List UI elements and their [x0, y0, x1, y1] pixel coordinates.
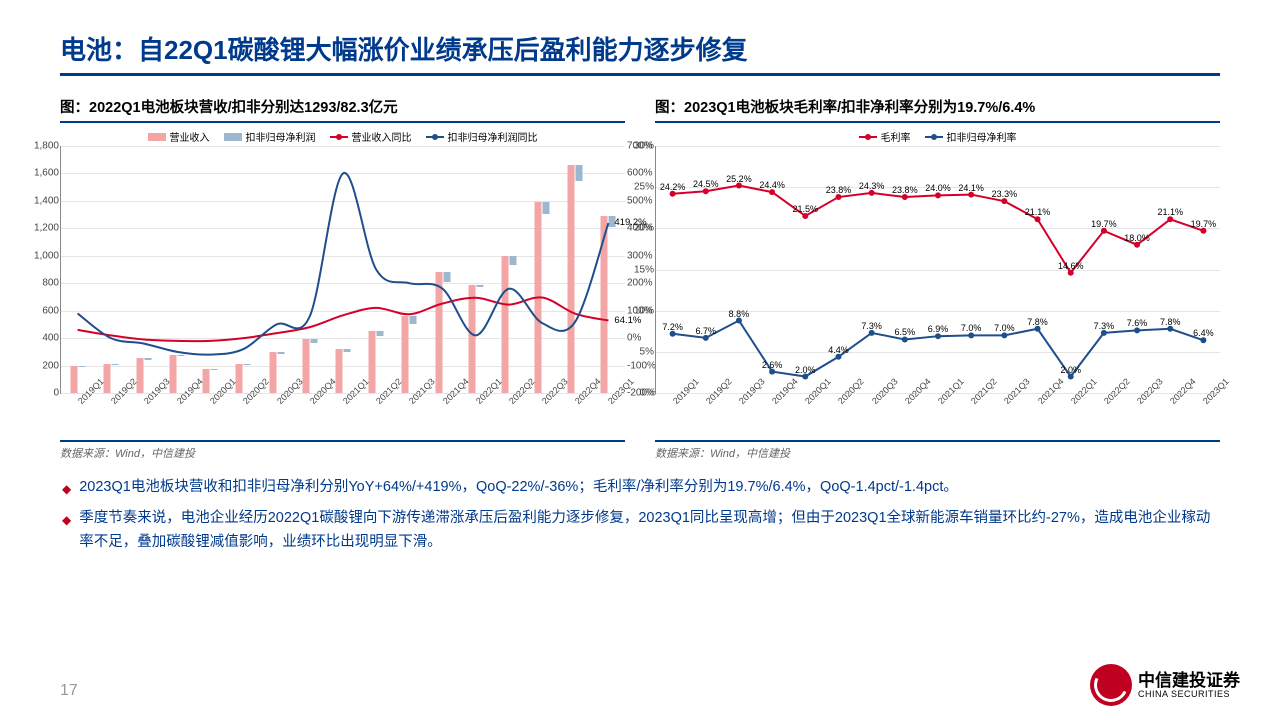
- left-chart-block: 图：2022Q1电池板块营收/扣非分别达1293/82.3亿元 营业收入扣非归母…: [60, 96, 625, 461]
- brand-logo: 中信建投证券 CHINA SECURITIES: [1090, 664, 1240, 706]
- bullets: ◆ 2023Q1电池板块营收和扣非归母净利分别YoY+64%/+419%，QoQ-…: [60, 475, 1220, 555]
- left-chart-canvas: 02004006008001,0001,2001,4001,6001,800-2…: [60, 146, 625, 394]
- page-number: 17: [60, 682, 78, 700]
- bullet-marker-icon: ◆: [62, 510, 71, 555]
- right-chart-block: 图：2023Q1电池板块毛利率/扣非净利率分别为19.7%/6.4% 毛利率扣非…: [655, 96, 1220, 461]
- logo-name: 中信建投证券: [1138, 672, 1240, 689]
- right-chart-title: 图：2023Q1电池板块毛利率/扣非净利率分别为19.7%/6.4%: [655, 96, 1220, 117]
- logo-mark-icon: [1090, 664, 1132, 706]
- bullet-text: 季度节奏来说，电池企业经历2022Q1碳酸锂向下游传递滞涨承压后盈利能力逐步修复…: [79, 506, 1218, 555]
- left-chart-legend: 营业收入扣非归母净利润营业收入同比扣非归母净利润同比: [60, 129, 625, 144]
- bullet-text: 2023Q1电池板块营收和扣非归母净利分别YoY+64%/+419%，QoQ-2…: [79, 475, 958, 500]
- left-chart-title: 图：2022Q1电池板块营收/扣非分别达1293/82.3亿元: [60, 96, 625, 117]
- right-chart-legend: 毛利率扣非归母净利率: [655, 129, 1220, 144]
- left-chart-source: 数据来源：Wind，中信建投: [60, 440, 625, 461]
- page-title: 电池：自22Q1碳酸锂大幅涨价业绩承压后盈利能力逐步修复: [60, 30, 1220, 67]
- right-chart-source: 数据来源：Wind，中信建投: [655, 440, 1220, 461]
- logo-sub: CHINA SECURITIES: [1138, 689, 1240, 699]
- title-underline: [60, 73, 1220, 76]
- right-chart-canvas: 0%5%10%15%20%25%30%2019Q12019Q22019Q3201…: [655, 146, 1220, 394]
- bullet-marker-icon: ◆: [62, 479, 71, 500]
